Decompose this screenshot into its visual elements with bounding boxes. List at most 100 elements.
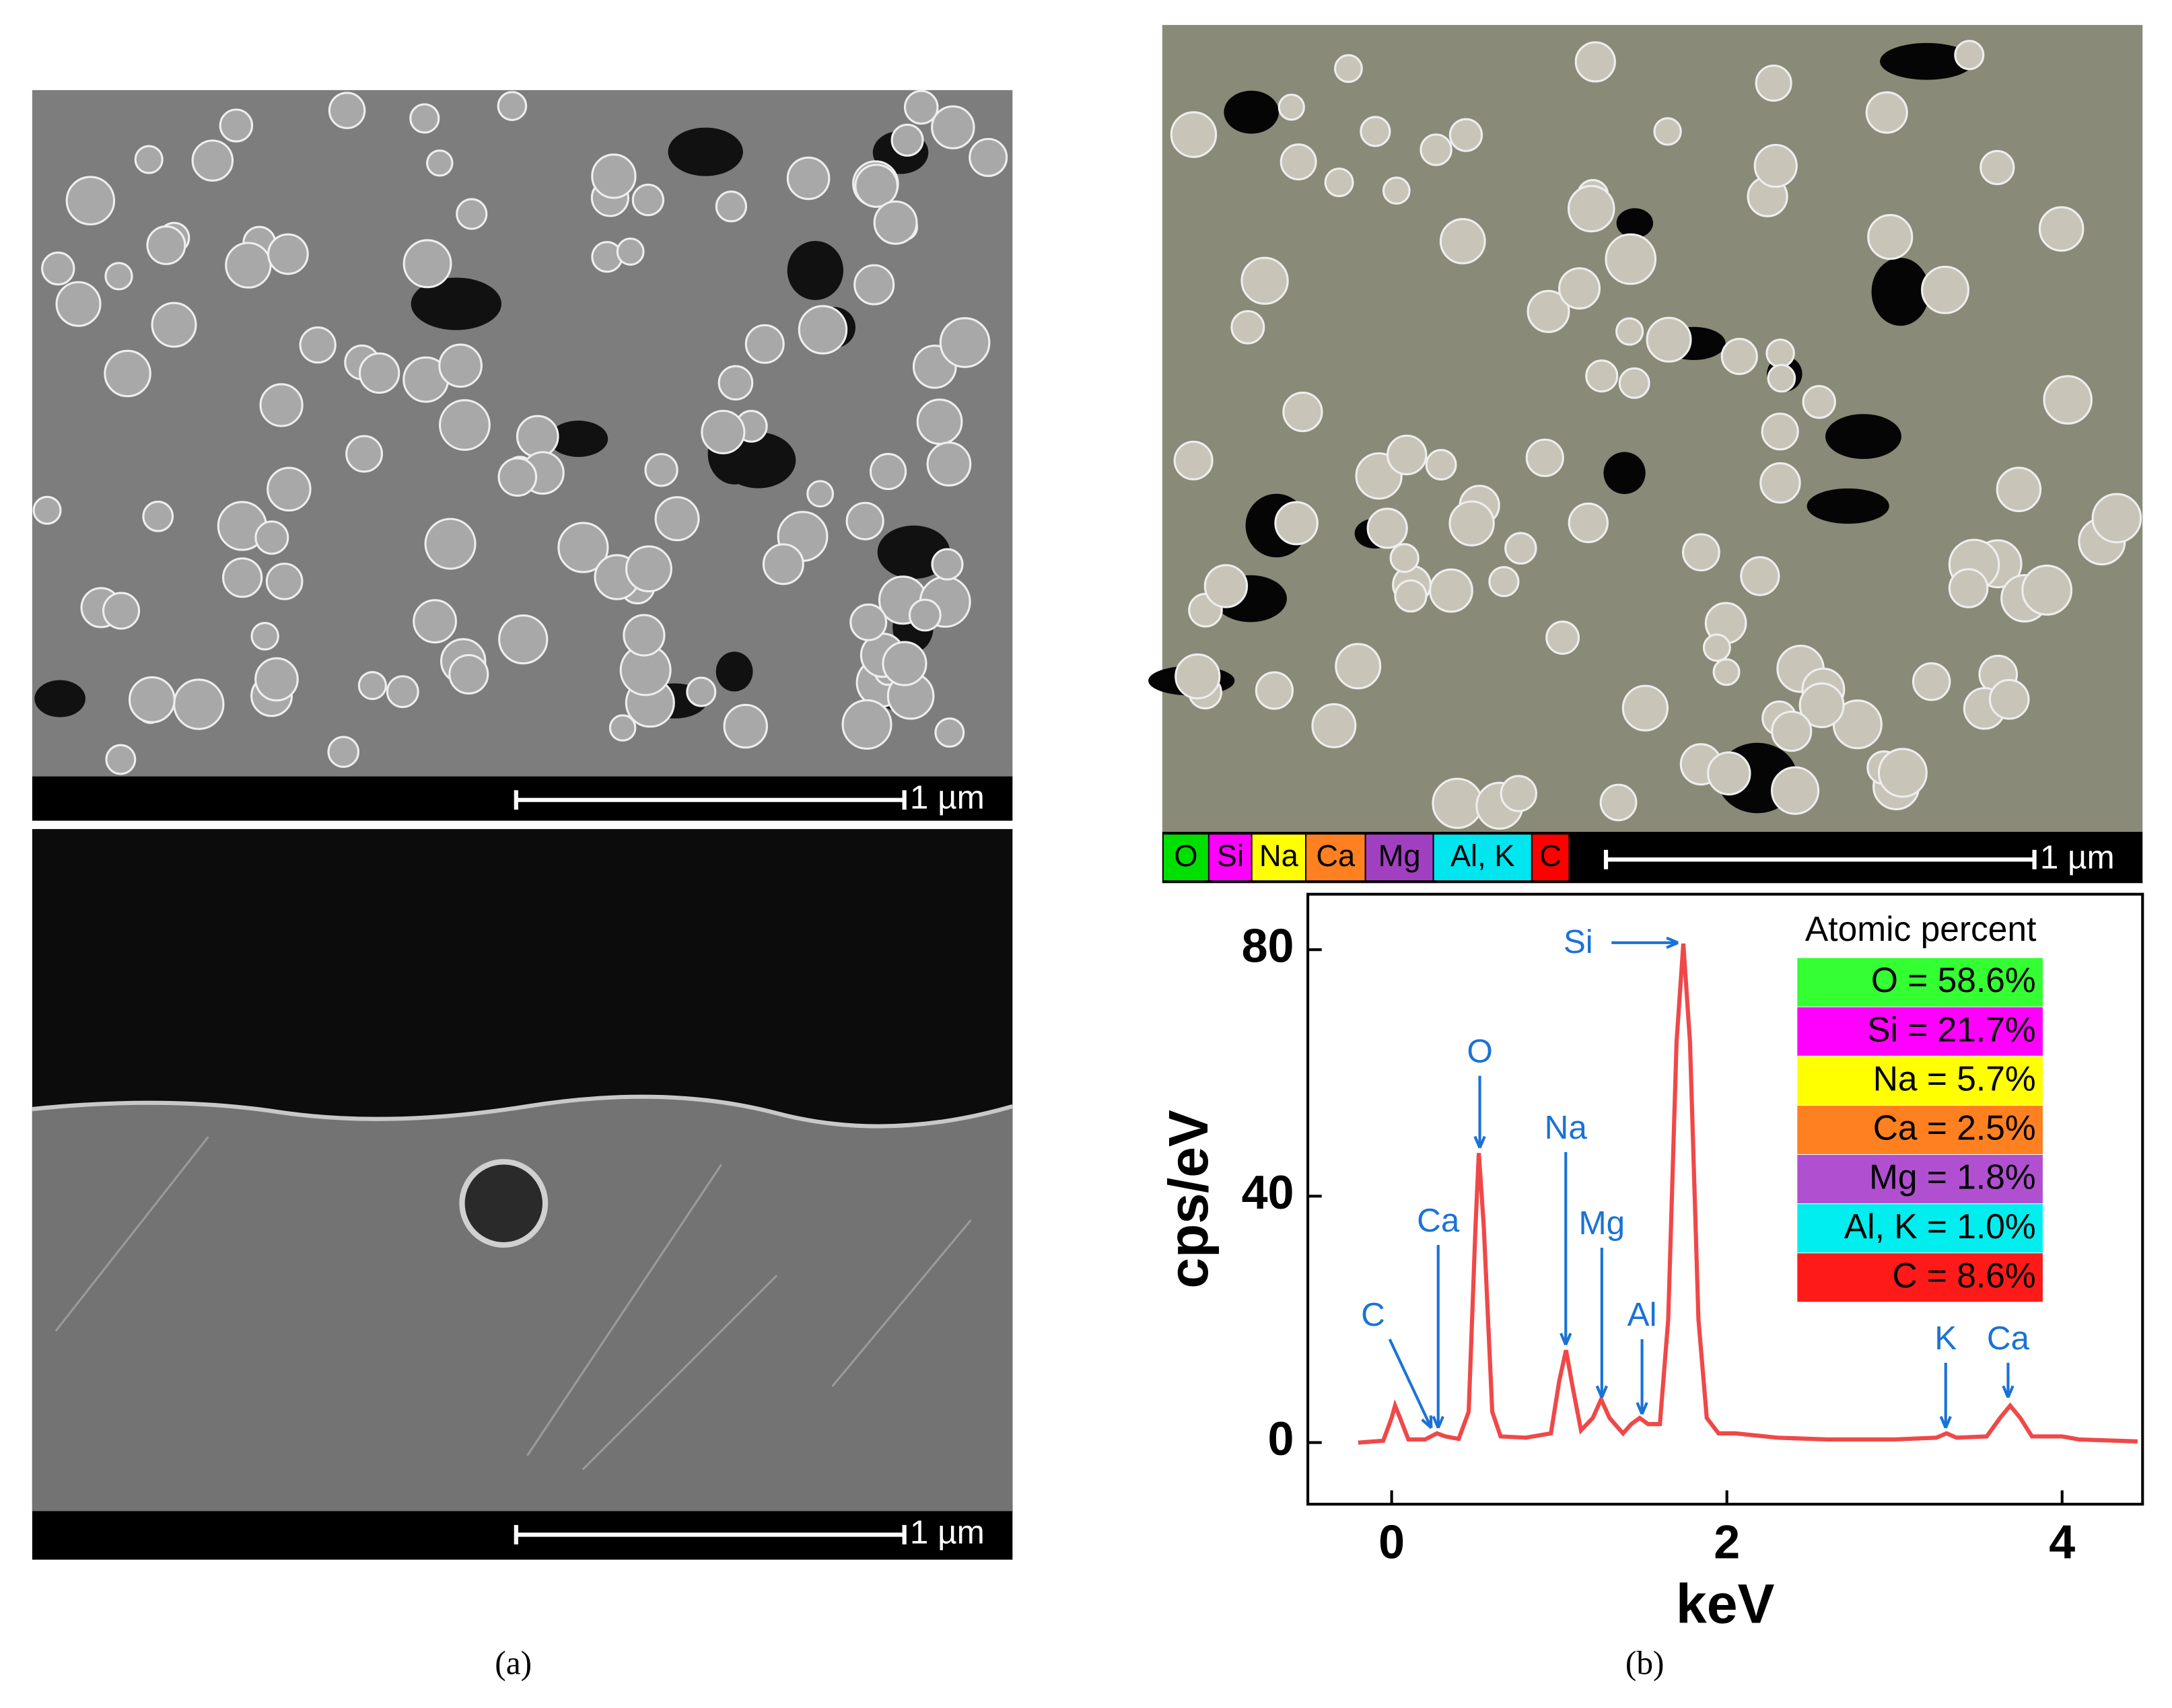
legend-swatch [1532, 834, 1569, 881]
particle [1311, 703, 1357, 748]
particle [1280, 143, 1317, 181]
particle [1653, 117, 1682, 146]
legend-label: Mg [1378, 839, 1421, 873]
particle [1324, 168, 1354, 198]
map-legend: O Si Na Ca Mg Al, K C [1163, 834, 1569, 881]
particle [717, 365, 754, 401]
peak-label: Ca [1417, 1202, 1460, 1239]
table-row [1797, 1155, 2043, 1204]
particle [299, 326, 337, 364]
particle [32, 495, 62, 525]
particle [424, 518, 477, 570]
legend-label: C [1539, 839, 1562, 873]
particle [931, 105, 975, 149]
particle [1605, 233, 1657, 285]
particle [1568, 184, 1615, 233]
particle [265, 563, 304, 600]
scale-label: 1 µm [2040, 839, 2115, 876]
particle [142, 501, 174, 532]
particle [1366, 507, 1408, 549]
particle [1425, 449, 1457, 481]
arrow-head [1666, 936, 1679, 949]
arrow-head [1560, 1332, 1572, 1346]
particle [1761, 413, 1799, 451]
table-row [1797, 1105, 2043, 1155]
panel-label: (a) [495, 1645, 532, 1682]
particle [934, 717, 965, 748]
particle [219, 108, 254, 143]
particle [1865, 91, 1908, 134]
particle [786, 156, 831, 201]
particle [498, 614, 549, 665]
particle [1525, 438, 1564, 477]
y-tick-label: 40 [1242, 1166, 1294, 1219]
particle [631, 183, 665, 217]
particle [849, 603, 888, 641]
peak-label: Mg [1579, 1205, 1625, 1242]
particle [701, 409, 746, 455]
peak-label: Ca [1987, 1320, 2030, 1357]
peak-arrow [1388, 1339, 1433, 1429]
particle [65, 176, 116, 225]
particle [1621, 684, 1669, 732]
peak-label: Si [1564, 923, 1593, 960]
particle [1720, 338, 1758, 376]
particle [250, 622, 279, 651]
particle [105, 744, 137, 775]
arrow-head [1939, 1415, 1952, 1429]
particle [1568, 502, 1609, 544]
particle [409, 103, 440, 134]
particle [2043, 375, 2093, 425]
particle [102, 592, 141, 630]
table-label: Ca = 2.5% [1873, 1108, 2036, 1147]
particle [134, 145, 164, 174]
spectrum-line [1358, 943, 2138, 1445]
particle [222, 557, 263, 598]
particle [557, 522, 609, 573]
particle [386, 675, 419, 709]
particle [644, 453, 678, 487]
particle [254, 657, 299, 702]
particle [931, 548, 964, 581]
particle [328, 92, 366, 129]
x-tick-label: 4 [2049, 1516, 2075, 1568]
particle [654, 496, 700, 542]
legend-swatch [1163, 834, 1208, 881]
pore [787, 241, 844, 300]
particle [1948, 568, 1989, 608]
particle [1360, 116, 1391, 147]
particle [1240, 256, 1289, 305]
particle [1500, 775, 1537, 812]
pore [668, 127, 743, 176]
particle [1386, 434, 1428, 476]
sem-texture [32, 90, 1008, 775]
particle [146, 225, 186, 265]
particle [1954, 40, 1985, 71]
particle [1504, 532, 1537, 565]
particle [1702, 633, 1731, 662]
pore [1807, 488, 1889, 524]
particle [845, 501, 884, 540]
pore [1880, 42, 1974, 80]
particle [1230, 310, 1265, 345]
table-label: Mg = 1.8% [1869, 1158, 2036, 1197]
particle [55, 281, 102, 327]
particle [1335, 643, 1382, 690]
particle [151, 301, 197, 348]
particle [890, 123, 924, 157]
particle [798, 305, 848, 355]
legend-label: Na [1259, 839, 1299, 873]
peak-label: C [1361, 1296, 1385, 1333]
arrow-head [1421, 1415, 1433, 1429]
crack-lines [55, 1136, 972, 1470]
legend-label: O [1174, 839, 1197, 873]
particle [104, 349, 151, 398]
particle [254, 520, 289, 555]
arrow-head [2002, 1385, 2015, 1398]
particle [1585, 359, 1619, 393]
particle [1765, 339, 1795, 368]
particle [939, 317, 991, 368]
table-title: Atomic percent [1805, 909, 2036, 948]
particle [173, 678, 225, 730]
